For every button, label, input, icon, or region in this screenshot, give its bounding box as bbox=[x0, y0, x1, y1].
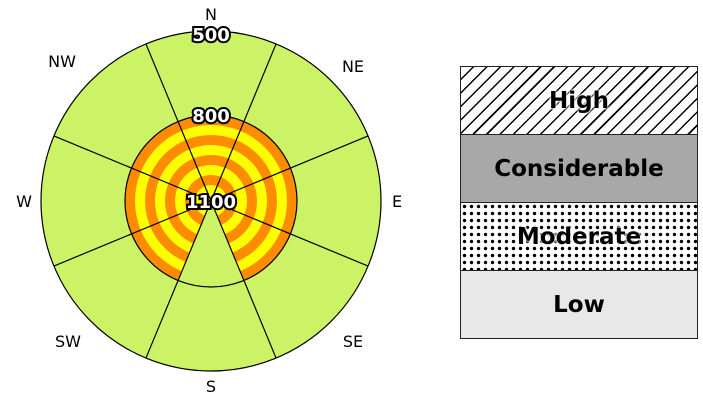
aspect-spoke bbox=[53, 135, 132, 169]
label-northeast: NE bbox=[342, 57, 364, 76]
aspect-elevation-rose: N NE E SE S SW W NW 500 800 1100 bbox=[16, 5, 402, 396]
label-southeast: SE bbox=[343, 332, 363, 351]
aspect-spoke bbox=[145, 43, 179, 122]
label-north: N bbox=[205, 5, 217, 24]
aspect-spoke bbox=[53, 233, 132, 267]
inner-aspect-spoke bbox=[210, 200, 291, 235]
legend-item-moderate: Moderate bbox=[461, 202, 697, 270]
legend-label-considerable: Considerable bbox=[494, 155, 664, 182]
label-northwest: NW bbox=[48, 52, 76, 71]
elevation-label-middle: 800 bbox=[192, 106, 230, 127]
aspect-spokes bbox=[53, 43, 369, 359]
inner-aspect-spoke bbox=[210, 167, 291, 202]
legend-label-high: High bbox=[549, 87, 609, 114]
inner-aspect-spoke bbox=[210, 121, 245, 202]
label-west: W bbox=[16, 192, 32, 211]
legend-label-moderate: Moderate bbox=[516, 223, 642, 250]
danger-legend: High Considerable Moderate Low bbox=[460, 66, 698, 339]
aspect-spoke bbox=[243, 43, 277, 122]
label-east: E bbox=[392, 192, 402, 211]
aspect-spoke bbox=[290, 233, 369, 267]
label-southwest: SW bbox=[55, 332, 81, 351]
inner-aspect-spoke bbox=[131, 200, 212, 235]
label-south: S bbox=[206, 377, 216, 396]
aspect-spoke bbox=[290, 135, 369, 169]
middle-elevation-circle bbox=[124, 114, 298, 288]
elevation-label-center: 1100 bbox=[186, 192, 236, 213]
legend-item-high: High bbox=[461, 67, 697, 134]
aspect-spoke bbox=[210, 200, 277, 359]
inner-aspect-spoke bbox=[131, 167, 212, 202]
elevation-label-outer: 500 bbox=[192, 25, 230, 46]
legend-item-low: Low bbox=[461, 270, 697, 338]
legend-item-considerable: Considerable bbox=[461, 134, 697, 202]
legend-label-low: Low bbox=[553, 291, 605, 318]
inner-aspect-spoke bbox=[177, 121, 212, 202]
aspect-spoke bbox=[145, 200, 212, 359]
